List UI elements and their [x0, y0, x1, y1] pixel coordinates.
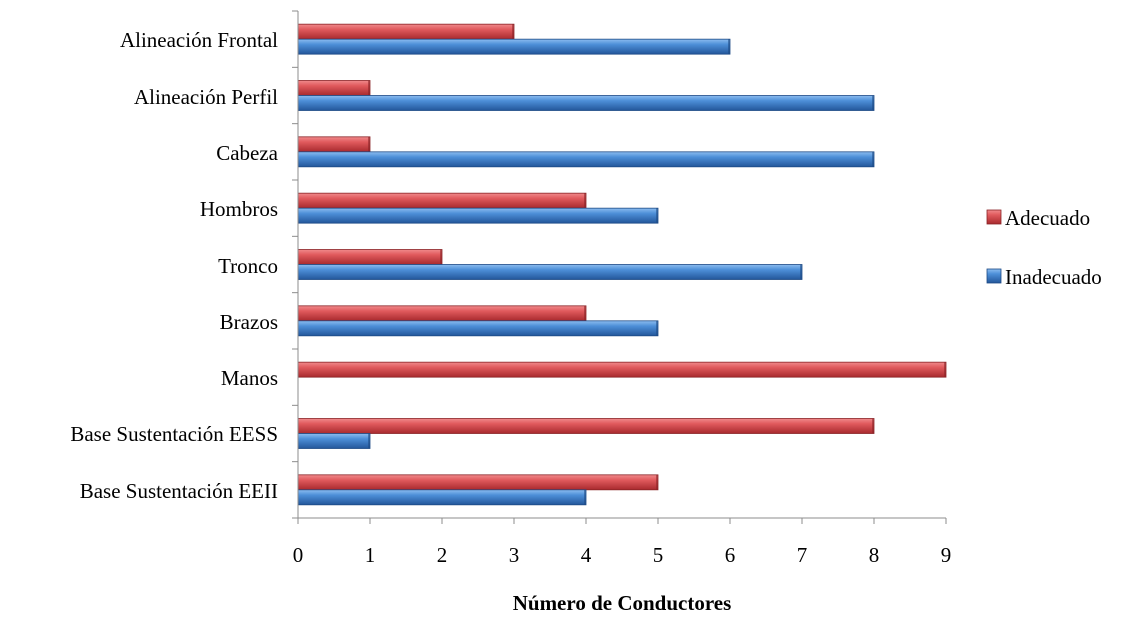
x-tick-label: 9 — [941, 543, 952, 567]
x-tick-labels: 0 1 2 3 4 5 6 7 8 9 — [293, 543, 952, 567]
category-label: Cabeza — [216, 141, 278, 165]
category-labels: Alineación Frontal Alineación Perfil Cab… — [70, 28, 278, 503]
category-label: Alineación Frontal — [120, 28, 278, 52]
bar-inadecuado — [297, 264, 803, 280]
bar-adecuado — [297, 80, 371, 96]
legend-label-inadecuado: Inadecuado — [1005, 265, 1102, 289]
bar-inadecuado — [297, 320, 659, 337]
x-tick-label: 7 — [797, 543, 808, 567]
bar-adecuado — [297, 249, 443, 265]
category-label: Tronco — [218, 254, 278, 278]
x-tick-label: 6 — [725, 543, 736, 567]
legend-swatch-inadecuado — [986, 268, 1002, 284]
bar-inadecuado — [297, 207, 659, 224]
bar-end-cap — [944, 362, 946, 378]
bar-end-cap — [368, 136, 370, 152]
bar-adecuado — [297, 361, 947, 378]
bar-end-cap — [512, 24, 514, 40]
x-tick-label: 2 — [437, 543, 448, 567]
legend-swatch-adecuado — [986, 209, 1002, 225]
category-label: Hombros — [200, 197, 278, 221]
bar-end-cap — [584, 305, 586, 321]
bar-end-cap — [800, 264, 802, 280]
bar-inadecuado — [297, 95, 875, 111]
x-axis-title: Número de Conductores — [513, 591, 732, 615]
bar-end-cap — [872, 95, 874, 111]
x-tick-label: 1 — [365, 543, 376, 567]
bar-adecuado — [297, 23, 515, 40]
category-label: Alineación Perfil — [134, 85, 278, 109]
legend-label-adecuado: Adecuado — [1005, 206, 1090, 230]
legend: Adecuado Inadecuado — [986, 206, 1102, 289]
bar-end-cap — [584, 193, 586, 209]
bar-inadecuado — [297, 151, 875, 168]
bar-adecuado — [297, 136, 371, 153]
x-tick-label: 8 — [869, 543, 880, 567]
category-label: Base Sustentación EEII — [80, 479, 278, 503]
x-tick-label: 3 — [509, 543, 520, 567]
ticks-layer — [292, 10, 947, 524]
bar-end-cap — [368, 433, 370, 449]
bar-adecuado — [297, 474, 659, 491]
x-tick-label: 0 — [293, 543, 304, 567]
bar-inadecuado — [297, 38, 731, 55]
bars-layer — [297, 23, 947, 506]
x-tick-label: 5 — [653, 543, 664, 567]
bar-end-cap — [656, 474, 658, 490]
bar-end-cap — [584, 489, 586, 505]
bar-adecuado — [297, 305, 587, 322]
category-label: Manos — [221, 366, 278, 390]
legend-item-adecuado: Adecuado — [986, 206, 1090, 230]
bar-end-cap — [872, 418, 874, 434]
x-tick-label: 4 — [581, 543, 592, 567]
bar-end-cap — [728, 39, 730, 55]
category-label: Base Sustentación EESS — [70, 422, 278, 446]
category-label: Brazos — [220, 310, 278, 334]
bar-inadecuado — [297, 489, 587, 506]
bar-end-cap — [656, 320, 658, 336]
bar-end-cap — [872, 151, 874, 167]
bar-inadecuado — [297, 433, 371, 449]
bar-end-cap — [368, 80, 370, 96]
bar-end-cap — [656, 208, 658, 224]
bar-adecuado — [297, 418, 875, 434]
bar-adecuado — [297, 192, 587, 209]
bar-end-cap — [440, 249, 442, 265]
legend-item-inadecuado: Inadecuado — [986, 265, 1102, 289]
